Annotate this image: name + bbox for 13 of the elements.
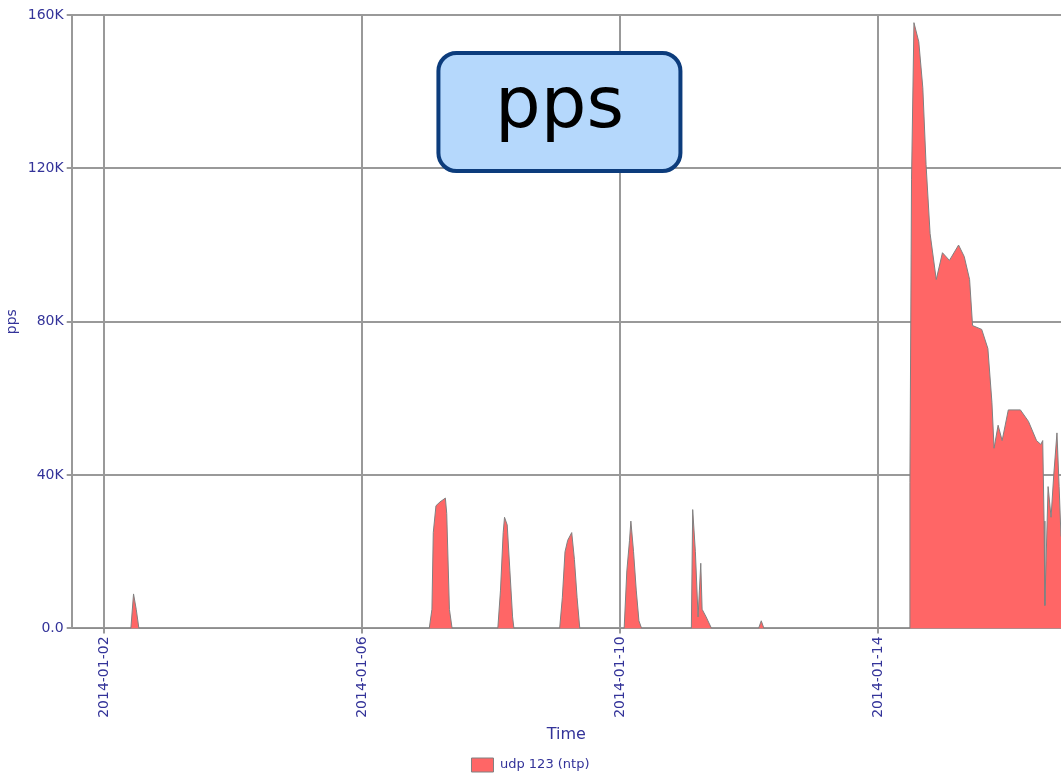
y-tick-label: 0.0 xyxy=(41,619,64,636)
y-tick-label: 40K xyxy=(36,465,65,482)
x-tick-label: 2014-01-10 xyxy=(610,636,627,718)
y-tick-label: 80K xyxy=(36,312,65,329)
y-axis-title: pps xyxy=(3,309,20,335)
x-tick-label: 2014-01-06 xyxy=(352,636,369,718)
y-tick-label: 120K xyxy=(27,159,65,175)
annotation: pps xyxy=(494,59,624,144)
y-tick-label: 160K xyxy=(27,5,65,22)
x-tick-label: 2014-01-14 xyxy=(868,636,885,718)
x-axis-title: Time xyxy=(545,723,586,743)
x-tick-label: 2014-01-02 xyxy=(94,636,111,718)
legend-label: udp 123 (ntp) xyxy=(499,756,590,772)
